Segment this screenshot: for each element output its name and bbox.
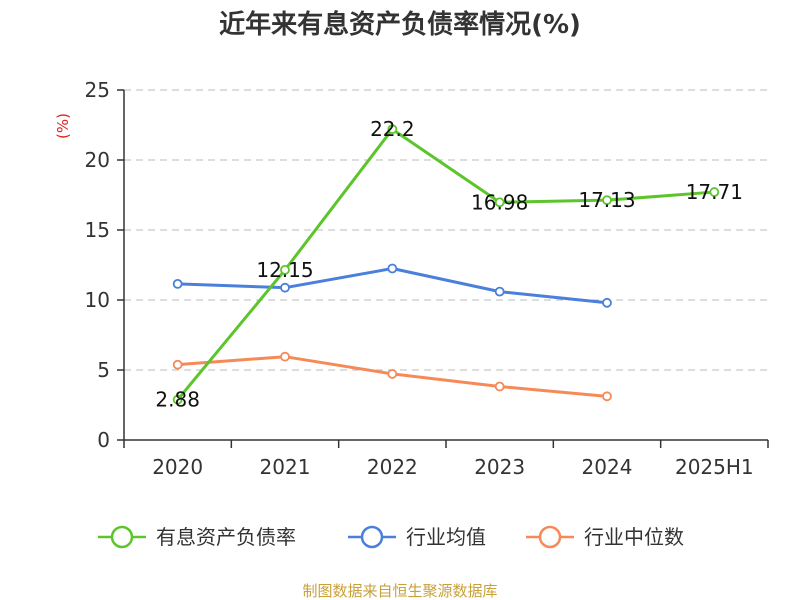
y-tick-label: 0 [97, 428, 110, 452]
series-line [177, 267, 608, 305]
data-point[interactable] [602, 195, 612, 206]
y-tick-label: 10 [85, 288, 110, 312]
data-point[interactable] [387, 124, 398, 135]
data-point[interactable] [387, 263, 398, 274]
legend[interactable]: 有息资产负债率 行业均值 行业中位数 [98, 525, 684, 549]
data-point[interactable] [602, 391, 612, 402]
data-point[interactable] [172, 359, 183, 370]
data-point[interactable] [494, 286, 505, 297]
grid [124, 89, 768, 371]
source-note: 制图数据来自恒生聚源数据库 [302, 582, 497, 600]
x-tick-label: 2023 [474, 455, 525, 479]
data-point[interactable] [387, 369, 398, 379]
chart-title: 近年来有息资产负债率情况(%) [219, 9, 581, 40]
legend-label: 有息资产负债率 [156, 525, 296, 549]
data-point[interactable] [602, 297, 612, 308]
data-point[interactable] [172, 278, 183, 289]
x-tick-label: 2025H1 [675, 455, 754, 479]
plot-area: 2.88 12.15 22.2 16.98 17.13 17.71 [155, 117, 743, 411]
data-point[interactable] [494, 381, 505, 392]
x-tick-label: 2020 [152, 455, 203, 479]
axes: 0 5 10 15 20 25 2020 2021 2022 2023 2024 2025H1 [85, 78, 769, 479]
data-point[interactable] [709, 187, 720, 197]
data-labels: 2.88 12.15 22.2 16.98 17.13 17.71 [155, 117, 743, 411]
legend-label: 行业中位数 [584, 525, 684, 549]
series-2 [172, 263, 612, 308]
legend-item-1[interactable]: 有息资产负债率 [98, 525, 296, 549]
data-point[interactable] [172, 394, 183, 405]
data-label: 17.71 [686, 180, 743, 204]
y-axis-unit: (%) [54, 113, 72, 139]
y-tick-label: 25 [85, 78, 110, 102]
y-tick-label: 15 [85, 218, 110, 242]
legend-marker [538, 525, 562, 549]
series-line [176, 127, 715, 401]
legend-marker [360, 525, 384, 549]
legend-item-3[interactable]: 行业中位数 [526, 525, 684, 549]
x-tick-label: 2022 [367, 455, 418, 479]
x-tick-label: 2021 [260, 455, 311, 479]
y-tick-label: 5 [97, 358, 110, 382]
data-point[interactable] [280, 264, 290, 275]
data-point[interactable] [280, 282, 290, 293]
data-label: 17.13 [578, 188, 635, 212]
data-label: 16.98 [471, 190, 528, 214]
series-1 [172, 124, 720, 405]
data-label: 12.15 [256, 258, 313, 282]
data-point[interactable] [494, 197, 505, 208]
data-point[interactable] [280, 351, 290, 362]
legend-item-2[interactable]: 行业均值 [348, 525, 486, 549]
legend-label: 行业均值 [406, 525, 486, 549]
x-tick-label: 2024 [582, 455, 633, 479]
legend-marker [110, 525, 134, 549]
data-label: 2.88 [155, 388, 200, 412]
data-label: 22.2 [370, 117, 415, 141]
y-tick-label: 20 [85, 148, 110, 172]
series-3 [172, 351, 612, 402]
